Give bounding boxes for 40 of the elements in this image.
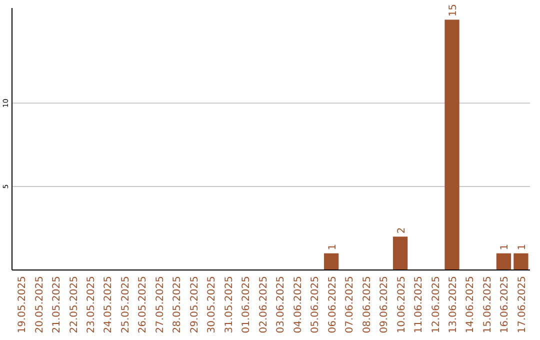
bar — [324, 253, 339, 270]
x-tick-label: 24.05.2025 — [103, 276, 114, 334]
x-tick-label: 05.06.2025 — [310, 276, 322, 334]
x-tick-label: 23.05.2025 — [86, 276, 97, 334]
x-tick-label: 22.05.2025 — [68, 276, 80, 334]
x-tick-label: 19.05.2025 — [17, 276, 28, 334]
bar — [392, 236, 408, 270]
bar — [444, 20, 460, 270]
x-tick-label: 09.06.2025 — [379, 276, 390, 334]
x-tick-label: 15.06.2025 — [482, 276, 494, 334]
data-label: 15 — [448, 4, 459, 17]
x-tick-label: 16.06.2025 — [500, 276, 511, 334]
x-tick-label: 30.05.2025 — [206, 276, 218, 334]
data-label: 1 — [516, 244, 528, 250]
x-tick-label: 25.05.2025 — [120, 276, 132, 334]
x-tick-label: 26.05.2025 — [138, 276, 149, 334]
data-label: 2 — [396, 227, 408, 234]
data-label: 1 — [327, 244, 338, 250]
x-tick-label: 08.06.2025 — [362, 276, 373, 334]
bar — [496, 253, 512, 270]
x-tick-label: 11.06.2025 — [414, 276, 425, 334]
x-tick-label: 14.06.2025 — [465, 276, 476, 334]
x-tick-label: 13.06.2025 — [448, 276, 459, 334]
x-tick-label: 06.06.2025 — [327, 276, 338, 334]
x-tick-label: 01.06.2025 — [241, 276, 252, 334]
data-label: 1 — [500, 244, 511, 250]
bar — [514, 253, 528, 270]
x-tick-label: 29.05.2025 — [189, 276, 200, 334]
x-tick-label: 04.06.2025 — [292, 276, 304, 334]
x-tick-label: 20.05.2025 — [34, 276, 46, 334]
x-tick-label: 02.06.2025 — [258, 276, 270, 334]
x-tick-label: 21.05.2025 — [52, 276, 63, 334]
x-tick-label: 27.05.2025 — [154, 276, 166, 334]
x-tick-label: 07.06.2025 — [344, 276, 356, 334]
x-tick-label: 28.05.2025 — [172, 276, 184, 334]
x-tick-label: 10.06.2025 — [396, 276, 408, 334]
x-tick-label: 12.06.2025 — [430, 276, 442, 334]
x-tick-label: 03.06.2025 — [276, 276, 287, 334]
x-tick-label: 17.06.2025 — [516, 276, 528, 334]
x-tick-label: 31.05.2025 — [224, 276, 235, 334]
